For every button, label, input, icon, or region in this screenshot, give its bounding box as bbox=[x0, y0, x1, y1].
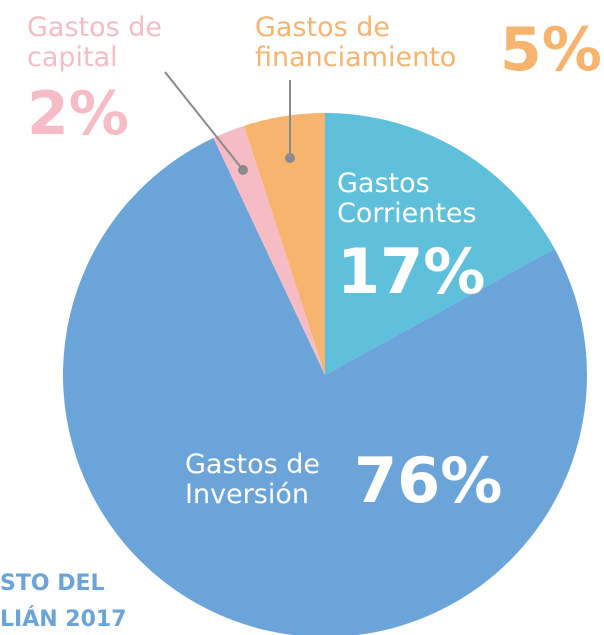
slice-label: Gastos de capital bbox=[27, 12, 162, 73]
pie-slice bbox=[62, 137, 587, 635]
slice-label: Gastos Corrientes bbox=[337, 168, 477, 229]
footer-line: STO DEL bbox=[0, 571, 105, 596]
slice-label: Gastos de financiamiento bbox=[255, 12, 456, 73]
value-label: 76% bbox=[354, 444, 502, 517]
pie-slice bbox=[325, 113, 555, 375]
leader-dot bbox=[238, 165, 248, 175]
value-label: 17% bbox=[337, 235, 485, 308]
footer-line: LIÁN 2017 bbox=[0, 606, 127, 632]
leader-dot bbox=[285, 153, 295, 163]
value-label: 2% bbox=[27, 79, 129, 149]
leader-line bbox=[164, 71, 244, 171]
pie-slice bbox=[213, 125, 325, 375]
pie-slice bbox=[244, 113, 325, 375]
value-label: 5% bbox=[500, 15, 602, 85]
slice-label: Gastos de Inversión bbox=[185, 449, 320, 510]
